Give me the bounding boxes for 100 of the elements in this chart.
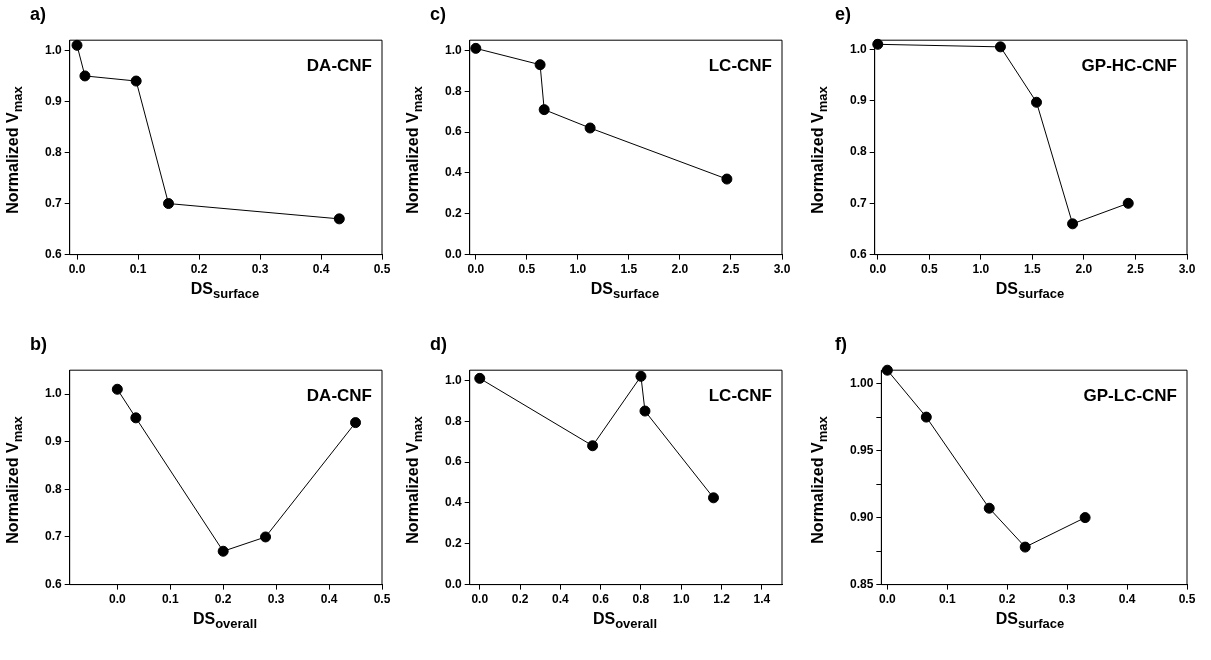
y-tick-label: 1.0 xyxy=(444,372,462,387)
x-tick-label: 0.0 xyxy=(471,592,489,607)
point xyxy=(217,545,229,557)
x-tick-label: 0.8 xyxy=(632,592,650,607)
x-tick-label: 3.0 xyxy=(1178,262,1196,277)
y-tick-label: 1.0 xyxy=(444,42,462,57)
chart-title: a) xyxy=(30,4,47,25)
annotation: DA-CNF xyxy=(306,56,372,76)
x-axis-title: DS$_{surface}$ xyxy=(589,280,661,302)
y-tick-label: 0.8 xyxy=(849,144,867,159)
x-tick-label: 1.4 xyxy=(753,592,771,607)
x-tick-label: 0.0 xyxy=(467,262,485,277)
point xyxy=(130,75,142,87)
chart-title: b) xyxy=(30,334,47,355)
x-tick-label: 0.0 xyxy=(68,262,86,277)
x-tick-label: 0.3 xyxy=(1058,592,1076,607)
y-tick-label: 0.9 xyxy=(849,93,867,108)
x-tick-label: 0.2 xyxy=(998,592,1016,607)
point xyxy=(111,383,123,395)
x-axis-title: DS$_{surface}$ xyxy=(189,280,261,302)
y-tick-label: 0.2 xyxy=(444,536,462,551)
point xyxy=(1019,541,1031,553)
x-tick-label: 0.5 xyxy=(518,262,536,277)
point xyxy=(350,417,362,429)
x-tick-label: 0.3 xyxy=(251,262,269,277)
point xyxy=(721,173,733,185)
y-tick-label: 0.6 xyxy=(44,246,62,261)
y-tick-label: 0.9 xyxy=(44,93,62,108)
x-tick-label: 0.6 xyxy=(592,592,610,607)
y-tick-label: 0.0 xyxy=(444,246,462,261)
point xyxy=(920,411,932,423)
annotation: LC-CNF xyxy=(708,386,772,406)
point xyxy=(130,412,142,424)
point xyxy=(639,405,651,417)
x-tick-label: 0.3 xyxy=(267,592,285,607)
x-tick-label: 1.0 xyxy=(569,262,587,277)
y-tick-label: 0.85 xyxy=(850,576,874,591)
x-tick-label: 0.5 xyxy=(373,592,391,607)
y-tick-label: 0.6 xyxy=(44,576,62,591)
y-tick-label: 0.8 xyxy=(444,413,462,428)
point xyxy=(994,41,1006,53)
point xyxy=(474,372,486,384)
point xyxy=(584,122,596,134)
point xyxy=(79,70,91,82)
y-tick-label: 0.9 xyxy=(44,433,62,448)
point xyxy=(1067,218,1079,230)
chart-title: d) xyxy=(430,334,447,355)
x-tick-label: 0.0 xyxy=(869,262,887,277)
point xyxy=(1031,96,1043,108)
chart-title: f) xyxy=(835,334,847,355)
y-tick-label: 1.0 xyxy=(849,41,867,56)
y-tick-label: 0.2 xyxy=(444,206,462,221)
x-tick-label: 1.5 xyxy=(620,262,638,277)
point xyxy=(635,370,647,382)
annotation: GP-LC-CNF xyxy=(1083,386,1177,406)
x-axis-title: DS$_{surface}$ xyxy=(994,280,1066,302)
x-tick-label: 0.4 xyxy=(1118,592,1136,607)
x-tick-label: 0.0 xyxy=(879,592,897,607)
x-tick-label: 3.0 xyxy=(773,262,791,277)
y-tick-label: 0.7 xyxy=(44,529,62,544)
y-tick-label: 0.6 xyxy=(849,246,867,261)
y-tick-label: 0.6 xyxy=(444,124,462,139)
x-tick-label: 2.0 xyxy=(1075,262,1093,277)
y-tick-label: 0.8 xyxy=(44,481,62,496)
y-tick-label: 0.4 xyxy=(444,495,462,510)
y-tick-label: 1.00 xyxy=(850,375,874,390)
x-tick-label: 0.2 xyxy=(511,592,529,607)
x-tick-label: 0.4 xyxy=(552,592,570,607)
annotation: LC-CNF xyxy=(708,56,772,76)
y-tick-label: 0.8 xyxy=(44,144,62,159)
annotation: GP-HC-CNF xyxy=(1081,56,1177,76)
x-tick-label: 0.4 xyxy=(312,262,330,277)
x-tick-label: 1.5 xyxy=(1024,262,1042,277)
x-tick-label: 0.0 xyxy=(108,592,126,607)
y-tick-label: 0.4 xyxy=(444,165,462,180)
x-tick-label: 1.2 xyxy=(713,592,731,607)
y-tick-label: 0.90 xyxy=(850,509,874,524)
x-tick-label: 0.5 xyxy=(920,262,938,277)
x-tick-label: 0.5 xyxy=(373,262,391,277)
point xyxy=(1122,197,1134,209)
x-tick-label: 0.1 xyxy=(129,262,147,277)
point xyxy=(1079,512,1091,524)
y-tick-label: 0.95 xyxy=(850,442,874,457)
point xyxy=(538,104,550,116)
x-tick-label: 0.1 xyxy=(938,592,956,607)
point xyxy=(71,39,83,51)
x-tick-label: 2.0 xyxy=(671,262,689,277)
chart-title: e) xyxy=(835,4,852,25)
x-axis-title: DS$_{overall}$ xyxy=(591,610,659,632)
point xyxy=(881,364,893,376)
point xyxy=(260,531,272,543)
x-tick-label: 2.5 xyxy=(722,262,740,277)
x-tick-label: 0.2 xyxy=(214,592,232,607)
point xyxy=(163,198,174,210)
y-tick-label: 0.7 xyxy=(849,195,867,210)
y-tick-label: 1.0 xyxy=(44,386,62,401)
point xyxy=(470,42,482,54)
y-tick-label: 0.8 xyxy=(444,83,462,98)
x-tick-label: 1.0 xyxy=(972,262,990,277)
point xyxy=(983,502,995,514)
